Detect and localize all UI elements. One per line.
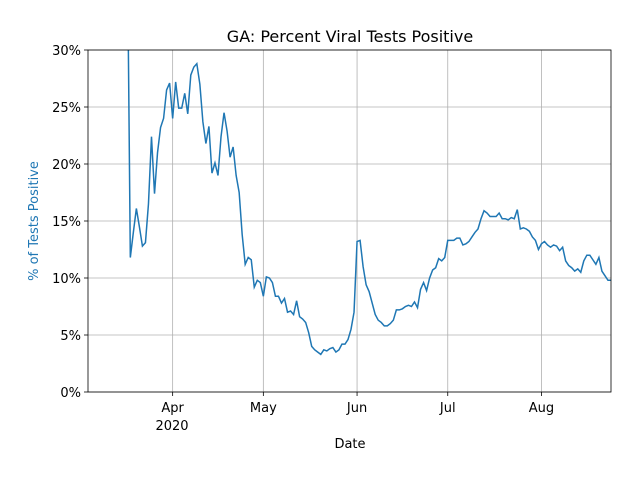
- x-tick-label: Jun: [346, 401, 367, 416]
- x-tick-label: Jul: [439, 401, 456, 416]
- x-year-label: 2020: [155, 419, 188, 434]
- y-tick-label: 5%: [60, 329, 81, 344]
- x-tick-label: Aug: [529, 401, 554, 416]
- chart-title: GA: Percent Viral Tests Positive: [227, 27, 473, 46]
- y-axis-label: % of Tests Positive: [27, 161, 42, 281]
- y-tick-label: 25%: [52, 101, 81, 116]
- x-tick-label: Apr: [161, 401, 184, 416]
- y-tick-label: 10%: [52, 272, 81, 287]
- x-axis-label: Date: [334, 437, 365, 452]
- data-line: [127, 50, 611, 356]
- x-tick-label: May: [250, 401, 277, 416]
- y-tick-label: 0%: [60, 386, 81, 401]
- y-tick-label: 20%: [52, 158, 81, 173]
- plot-frame: [87, 49, 612, 393]
- y-tick-label: 15%: [52, 215, 81, 230]
- y-tick-label: 30%: [52, 44, 81, 59]
